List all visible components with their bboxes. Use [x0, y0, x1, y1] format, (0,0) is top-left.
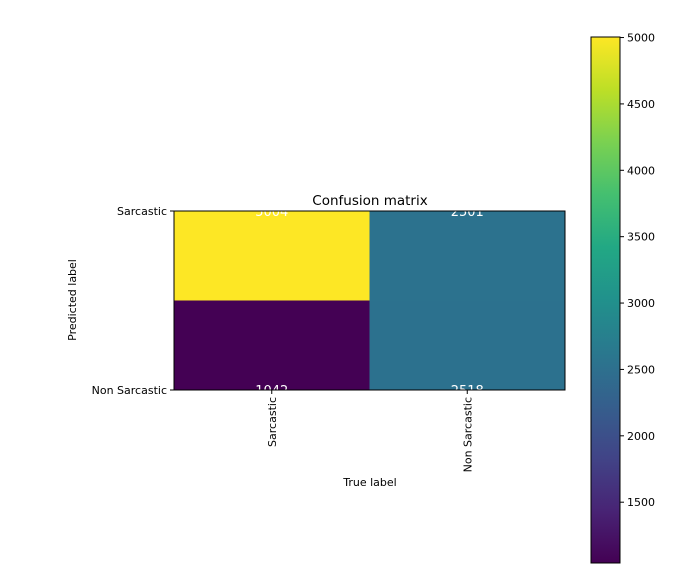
- heatmap-cell: [369, 211, 565, 301]
- plot-frame: [173, 210, 566, 391]
- colorbar-tick-label: 2500: [627, 363, 655, 376]
- y-axis-label: Predicted label: [66, 259, 79, 341]
- y-tick-label: Sarcastic: [117, 205, 167, 218]
- cell-value-label: 5004: [255, 205, 288, 220]
- y-axis-ticks: Sarcastic Non Sarcastic: [92, 205, 174, 397]
- x-tick-label: Sarcastic: [266, 397, 279, 447]
- heatmap-cells: [174, 211, 565, 390]
- cell-value-label: 2501: [451, 205, 484, 220]
- x-axis-label: True label: [342, 476, 396, 489]
- chart-title: Confusion matrix: [312, 193, 427, 209]
- colorbar-ticks: 1500 2000 2500 3000 3500 4000 4500 5000: [620, 32, 655, 509]
- heatmap-cell: [174, 300, 370, 390]
- heatmap-cell: [174, 211, 370, 301]
- colorbar-tick-label: 2000: [627, 430, 655, 443]
- y-tick-label: Non Sarcastic: [92, 384, 167, 397]
- heatmap-cell: [369, 300, 565, 390]
- colorbar-tick-label: 4500: [627, 98, 655, 111]
- colorbar-tick-label: 3000: [627, 297, 655, 310]
- x-tick-label: Non Sarcastic: [461, 397, 474, 472]
- x-axis-ticks: Sarcastic Non Sarcastic: [266, 390, 474, 472]
- colorbar: [590, 36, 621, 564]
- colorbar-tick-label: 3500: [627, 231, 655, 244]
- colorbar-tick-label: 1500: [627, 496, 655, 509]
- colorbar-tick-label: 5000: [627, 32, 655, 45]
- colorbar-tick-label: 4000: [627, 164, 655, 177]
